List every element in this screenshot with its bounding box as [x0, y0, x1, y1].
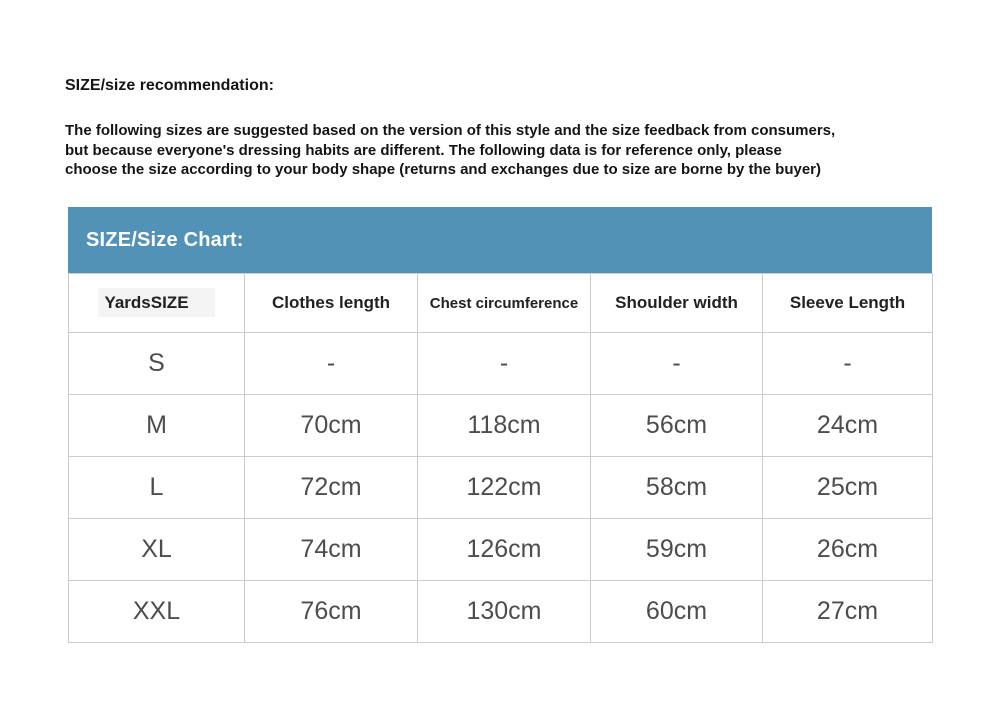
column-header-yards-size-label: YardsSIZE [98, 288, 215, 317]
cell-chest-circumference: 126cm [417, 518, 591, 581]
cell-chest-circumference: - [417, 332, 591, 395]
cell-clothes-length: 72cm [244, 456, 418, 519]
cell-sleeve-length: 25cm [762, 456, 933, 519]
column-header-chest-circumference: Chest circumference [417, 273, 591, 333]
cell-clothes-length: 70cm [244, 394, 418, 457]
table-row-size-m: M 70cm 118cm 56cm 24cm [68, 394, 933, 457]
cell-chest-circumference: 122cm [417, 456, 591, 519]
cell-shoulder-width: 59cm [590, 518, 763, 581]
size-recommendation-heading: SIZE/size recommendation: [65, 77, 274, 94]
cell-chest-circumference: 118cm [417, 394, 591, 457]
table-row-size-xxl: XXL 76cm 130cm 60cm 27cm [68, 580, 933, 643]
table-row-size-s: S - - - - [68, 332, 933, 395]
cell-shoulder-width: 58cm [590, 456, 763, 519]
paragraph-line-2: but because everyone's dressing habits a… [65, 141, 782, 159]
size-recommendation-paragraph: The following sizes are suggested based … [65, 121, 835, 180]
cell-shoulder-width: 60cm [590, 580, 763, 643]
column-header-yards-size: YardsSIZE [68, 273, 245, 333]
cell-size-label: S [68, 332, 245, 395]
cell-clothes-length: 74cm [244, 518, 418, 581]
column-header-clothes-length: Clothes length [244, 273, 418, 333]
column-header-sleeve-length: Sleeve Length [762, 273, 933, 333]
cell-sleeve-length: - [762, 332, 933, 395]
cell-shoulder-width: 56cm [590, 394, 763, 457]
paragraph-line-1: The following sizes are suggested based … [65, 122, 836, 139]
cell-clothes-length: - [244, 332, 418, 395]
cell-size-label: XL [68, 518, 245, 581]
size-chart-title: SIZE/Size Chart: [86, 228, 244, 251]
table-row-size-xl: XL 74cm 126cm 59cm 26cm [68, 518, 933, 581]
cell-clothes-length: 76cm [244, 580, 418, 643]
cell-size-label: M [68, 394, 245, 457]
cell-size-label: L [68, 456, 245, 519]
size-chart-title-bar: SIZE/Size Chart: [68, 207, 932, 273]
size-chart-header-row: YardsSIZE Clothes length Chest circumfer… [68, 273, 933, 333]
size-chart-table: YardsSIZE Clothes length Chest circumfer… [68, 273, 933, 643]
cell-shoulder-width: - [590, 332, 763, 395]
column-header-shoulder-width: Shoulder width [590, 273, 763, 333]
cell-sleeve-length: 24cm [762, 394, 933, 457]
paragraph-line-3: choose the size according to your body s… [65, 161, 822, 178]
cell-size-label: XXL [68, 580, 245, 643]
cell-chest-circumference: 130cm [417, 580, 591, 643]
cell-sleeve-length: 26cm [762, 518, 933, 581]
table-row-size-l: L 72cm 122cm 58cm 25cm [68, 456, 933, 519]
cell-sleeve-length: 27cm [762, 580, 933, 643]
